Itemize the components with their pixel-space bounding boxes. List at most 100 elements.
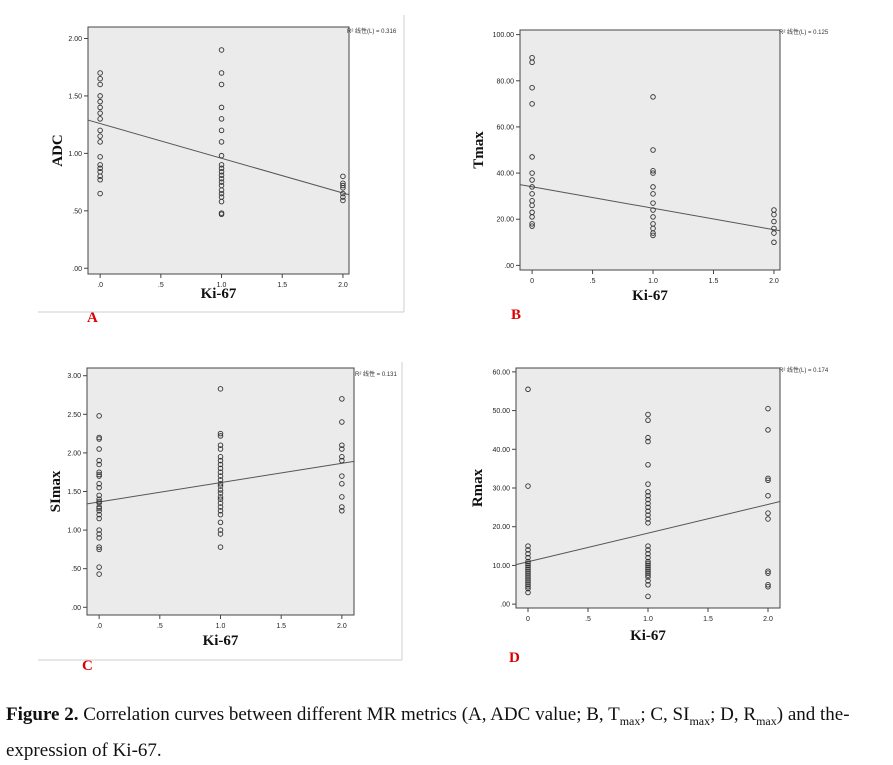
x-axis-label-b: Ki-67 bbox=[632, 288, 668, 304]
data-point-c-43 bbox=[217, 494, 224, 500]
data-point-a-42 bbox=[340, 185, 346, 191]
data-point-c-46 bbox=[217, 504, 224, 510]
data-point-b-4 bbox=[529, 154, 535, 160]
data-point-a-1 bbox=[97, 75, 103, 82]
data-point-d-8 bbox=[525, 562, 531, 569]
data-point-a-29 bbox=[218, 172, 225, 178]
data-point-a-41 bbox=[340, 182, 346, 189]
data-point-d-63 bbox=[765, 583, 771, 590]
data-point-a-15 bbox=[97, 173, 103, 180]
data-point-d-50 bbox=[645, 578, 651, 584]
plot-area-a bbox=[87, 26, 350, 275]
x-tick-label-b-3: 1.5 bbox=[709, 278, 719, 285]
data-point-d-18 bbox=[525, 582, 531, 588]
data-point-d-40 bbox=[645, 554, 651, 561]
y-tick-label-d-1: 10.00 bbox=[492, 563, 510, 570]
data-point-c-14 bbox=[96, 500, 102, 506]
x-tick-label-b-1: .5 bbox=[590, 278, 596, 285]
data-point-d-61 bbox=[765, 570, 771, 576]
data-point-d-21 bbox=[525, 589, 531, 596]
panel-letter-c: C bbox=[82, 658, 93, 674]
data-point-d-49 bbox=[645, 574, 651, 580]
data-point-c-25 bbox=[96, 564, 102, 570]
data-point-a-36 bbox=[218, 198, 225, 205]
y-tick-label-d-0: .00 bbox=[500, 602, 510, 609]
data-point-b-5 bbox=[529, 170, 535, 176]
data-point-c-5 bbox=[96, 461, 102, 468]
data-point-d-59 bbox=[765, 516, 771, 522]
data-point-b-29 bbox=[771, 211, 777, 218]
data-point-d-62 bbox=[765, 582, 771, 588]
y-tick-label-d-6: 60.00 bbox=[492, 369, 510, 376]
data-point-b-1 bbox=[529, 59, 535, 66]
fit-line-d bbox=[515, 501, 781, 566]
plot-area-b bbox=[519, 29, 781, 271]
data-point-d-13 bbox=[525, 572, 531, 578]
data-point-b-17 bbox=[650, 168, 656, 174]
data-point-a-34 bbox=[218, 190, 225, 197]
data-point-c-38 bbox=[217, 477, 224, 483]
data-point-d-51 bbox=[645, 582, 651, 588]
data-point-d-57 bbox=[765, 492, 771, 499]
data-point-c-36 bbox=[217, 469, 224, 475]
y-axis-label-a: ADC bbox=[50, 134, 66, 167]
data-point-c-3 bbox=[96, 446, 102, 452]
data-point-d-39 bbox=[645, 551, 651, 557]
data-point-b-13 bbox=[529, 221, 535, 227]
data-point-a-24 bbox=[218, 139, 225, 145]
y-axis-label-c: SImax bbox=[48, 470, 64, 512]
data-point-c-44 bbox=[217, 496, 224, 502]
x-axis-label-c: Ki-67 bbox=[203, 633, 239, 649]
data-point-d-36 bbox=[645, 520, 651, 526]
y-tick-label-b-3: 60.00 bbox=[496, 124, 514, 131]
data-point-d-23 bbox=[645, 417, 651, 424]
data-point-d-15 bbox=[525, 576, 531, 582]
y-tick-label-c-1: .50 bbox=[71, 566, 81, 573]
x-tick-label-b-4: 2.0 bbox=[769, 278, 779, 285]
data-point-c-40 bbox=[217, 483, 224, 489]
data-point-d-54 bbox=[765, 427, 771, 433]
data-point-c-4 bbox=[96, 457, 102, 464]
data-point-c-19 bbox=[96, 515, 102, 522]
data-point-d-53 bbox=[765, 405, 771, 412]
data-point-d-35 bbox=[645, 516, 651, 522]
y-tick-label-b-2: 40.00 bbox=[496, 171, 514, 178]
x-tick-label-b-0: 0 bbox=[530, 278, 534, 285]
data-point-d-7 bbox=[525, 560, 531, 567]
data-point-d-11 bbox=[525, 568, 531, 574]
data-point-c-12 bbox=[96, 496, 102, 502]
panel-letter-a: A bbox=[87, 310, 98, 326]
data-point-c-2 bbox=[96, 436, 102, 442]
data-point-d-29 bbox=[645, 492, 651, 499]
data-point-d-52 bbox=[645, 593, 651, 600]
data-point-a-30 bbox=[218, 175, 225, 182]
x-tick-label-d-3: 1.5 bbox=[703, 616, 713, 623]
data-point-a-28 bbox=[218, 169, 225, 175]
x-tick-label-c-3: 1.5 bbox=[276, 623, 286, 630]
panel-b: .00 20.00 40.00 60.00 80.00 100.00 0 .5 1.0 1.5 2.… bbox=[471, 28, 829, 323]
data-point-c-59 bbox=[339, 473, 345, 479]
y-tick-label-a-1: .50 bbox=[72, 208, 82, 215]
caption-lead: Figure 2. bbox=[6, 704, 79, 725]
x-tick-label-b-2: 1.0 bbox=[648, 278, 658, 285]
data-point-d-48 bbox=[645, 572, 651, 578]
data-point-a-2 bbox=[97, 81, 103, 88]
y-tick-label-b-4: 80.00 bbox=[496, 78, 514, 85]
data-point-a-3 bbox=[97, 93, 103, 99]
data-point-a-44 bbox=[340, 194, 346, 200]
data-point-c-56 bbox=[339, 446, 345, 452]
data-point-a-25 bbox=[218, 152, 225, 159]
data-point-a-9 bbox=[97, 133, 103, 139]
caption-sub-2: max bbox=[689, 713, 711, 728]
data-point-d-9 bbox=[525, 564, 531, 571]
data-point-b-8 bbox=[529, 191, 535, 197]
data-point-b-20 bbox=[650, 191, 656, 197]
data-point-a-27 bbox=[218, 165, 225, 172]
y-tick-label-d-3: 30.00 bbox=[492, 486, 510, 493]
data-point-c-0 bbox=[96, 413, 102, 419]
data-point-d-16 bbox=[525, 578, 531, 584]
data-point-a-11 bbox=[97, 154, 103, 160]
data-point-b-16 bbox=[650, 147, 656, 153]
data-point-c-53 bbox=[339, 396, 345, 402]
plot-area-c bbox=[86, 367, 355, 616]
